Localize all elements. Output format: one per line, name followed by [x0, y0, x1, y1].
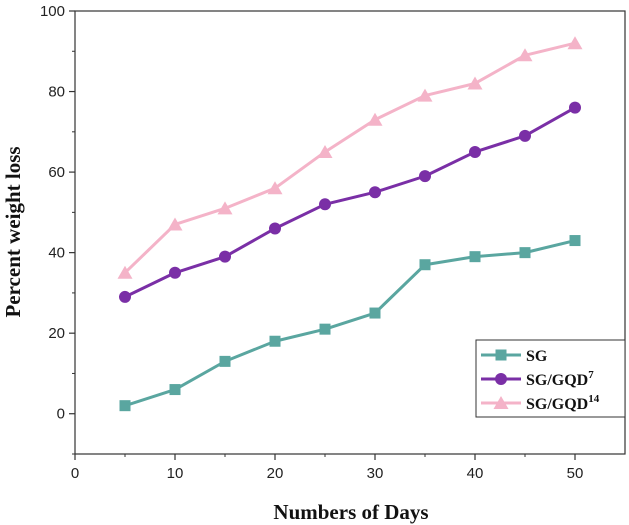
- plot-border: [74, 10, 626, 455]
- data-point: [569, 101, 581, 114]
- data-point: [569, 235, 581, 247]
- legend-label: SG: [526, 348, 548, 365]
- legend-label: SG/GQD14: [526, 393, 600, 413]
- data-point: [519, 129, 531, 142]
- legend-marker: [493, 396, 509, 409]
- data-point: [469, 251, 481, 263]
- legend-label-sup: 14: [588, 393, 600, 405]
- data-point: [317, 144, 333, 158]
- data-point: [467, 76, 483, 90]
- data-point: [119, 290, 131, 303]
- data-point: [367, 112, 383, 126]
- data-point: [419, 170, 431, 183]
- data-point: [169, 266, 181, 279]
- series-layer: [117, 36, 583, 412]
- legend-marker: [495, 349, 507, 361]
- y-tick-label: 40: [48, 245, 65, 262]
- data-point: [469, 145, 481, 158]
- legend-label-base: SG: [526, 348, 548, 365]
- data-point: [517, 48, 533, 62]
- plot-area: [74, 10, 626, 455]
- data-point: [167, 217, 183, 231]
- x-tick-label: 20: [267, 465, 284, 482]
- data-point: [267, 181, 283, 195]
- series-line: [123, 41, 576, 274]
- legend-marker: [495, 373, 507, 385]
- x-tick-label: 30: [367, 465, 384, 482]
- y-tick-label: 0: [57, 406, 65, 423]
- data-point: [219, 355, 231, 367]
- data-point: [369, 307, 381, 319]
- legend-label: SG/GQD7: [526, 369, 594, 389]
- data-point: [269, 335, 281, 347]
- legend-label-base: SG/GQD: [526, 372, 588, 389]
- x-tick-label: 40: [467, 465, 484, 482]
- data-point: [369, 186, 381, 199]
- data-point: [519, 247, 531, 259]
- y-tick-label: 20: [48, 325, 65, 342]
- x-axis-title: Numbers of Days: [273, 500, 428, 524]
- legend-label-sup: 7: [588, 369, 594, 381]
- series-line: [124, 239, 576, 408]
- data-point: [319, 323, 331, 335]
- series-line: [124, 106, 576, 299]
- y-axis: 0 20 40 60 80 100: [40, 3, 75, 455]
- series-3: [117, 36, 583, 279]
- data-point: [169, 384, 181, 396]
- x-tick-label: 10: [167, 465, 184, 482]
- series-1: [119, 235, 581, 412]
- y-tick-label: 100: [40, 3, 65, 20]
- data-point: [567, 36, 583, 50]
- data-point: [217, 201, 233, 215]
- y-tick-label: 80: [48, 84, 65, 101]
- data-point: [319, 198, 331, 211]
- x-axis: 0 10 20 30 40 50: [71, 454, 584, 482]
- y-axis-title: Percent weight loss: [1, 146, 25, 317]
- data-point: [117, 265, 133, 279]
- x-tick-label: 50: [567, 465, 584, 482]
- data-point: [269, 222, 281, 235]
- legend-label-base: SG/GQD: [526, 396, 588, 413]
- series-2: [119, 101, 581, 303]
- x-tick-label: 0: [71, 465, 79, 482]
- data-point: [417, 88, 433, 102]
- data-point: [419, 259, 431, 271]
- y-tick-label: 60: [48, 164, 65, 181]
- data-point: [119, 400, 131, 412]
- data-point: [219, 250, 231, 263]
